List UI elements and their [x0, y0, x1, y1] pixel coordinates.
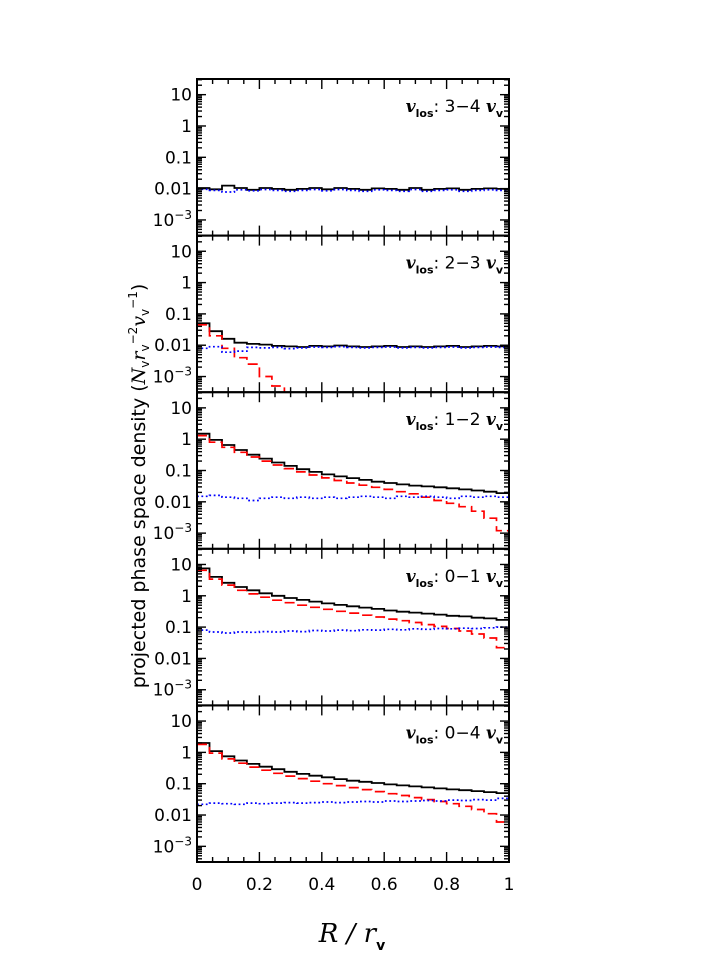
series-line-component-2	[197, 743, 509, 823]
series-line-component-2	[197, 323, 298, 393]
y-tick-label: 1	[181, 117, 192, 137]
series-line-total	[197, 184, 509, 191]
y-tick-label: 1	[181, 587, 192, 607]
series-line-total	[197, 742, 509, 794]
x-axis-title: R / rv	[318, 919, 385, 954]
panels: 10 1 0.1 0.01 10−3 vlos: 3−4 vv 10 1 0.1 0.01 10−3…	[153, 78, 510, 864]
series-line-component-3	[197, 797, 509, 806]
panel-label: vlos: 2−3 vv	[406, 254, 504, 277]
panel-5: 10 1 0.1 0.01 10−3 vlos: 0−4 vv	[153, 704, 510, 864]
y-tick-label: 10	[170, 712, 192, 732]
panel-1: 10 1 0.1 0.01 10−3 vlos: 3−4 vv	[153, 78, 510, 237]
y-tick-label: 0.1	[165, 462, 192, 482]
y-tick-label: 10−3	[153, 208, 192, 231]
panel-label: vlos: 3−4 vv	[406, 97, 504, 120]
y-tick-label: 1	[181, 743, 192, 763]
series-line-total	[197, 322, 509, 348]
x-tick-label: 0.8	[433, 875, 460, 895]
y-tick-label: 0.1	[165, 618, 192, 638]
y-tick-label: 10−3	[153, 834, 192, 857]
x-tick-label: 1	[504, 875, 515, 895]
y-tick-label: 0.01	[154, 336, 192, 356]
y-tick-label: 10	[170, 555, 192, 575]
panel-4: 10 1 0.1 0.01 10−3 vlos: 0−1 vv	[153, 547, 510, 707]
panel-label: vlos: 0−4 vv	[406, 723, 504, 746]
panel-2: 10 1 0.1 0.01 10−3 vlos: 2−3 vv	[153, 234, 510, 394]
panel-3: 10 1 0.1 0.01 10−3 vlos: 1−2 vv	[153, 391, 510, 550]
y-tick-label: 10	[170, 86, 192, 106]
x-tick-labels: 0 0.2 0.4 0.6 0.8 1	[192, 875, 515, 895]
y-tick-label: 0.1	[165, 305, 192, 325]
series-line-total	[197, 567, 509, 621]
x-tick-label: 0	[192, 875, 203, 895]
series-line-component-3	[197, 626, 509, 634]
series-line-component-2	[197, 434, 509, 532]
series-line-total	[197, 432, 509, 494]
y-axis-title: projected phase space density (Nvrv−2vv−…	[126, 284, 152, 689]
x-tick-label: 0.4	[308, 875, 335, 895]
series-line-component-3	[197, 345, 509, 354]
y-tick-label: 0.1	[165, 775, 192, 795]
y-tick-label: 1	[181, 274, 192, 294]
y-tick-label: 10−3	[153, 678, 192, 701]
series-line-component-2	[197, 569, 509, 649]
y-tick-label: 10−3	[153, 365, 192, 388]
series-line-component-3	[197, 188, 509, 193]
y-tick-label: 0.01	[154, 649, 192, 669]
panel-label: vlos: 1−2 vv	[406, 410, 504, 433]
y-tick-label: 0.01	[154, 180, 192, 200]
panel-label: vlos: 0−1 vv	[406, 567, 504, 590]
y-tick-label: 0.01	[154, 493, 192, 513]
y-tick-label: 10	[170, 399, 192, 419]
series-line-component-3	[197, 494, 509, 502]
y-tick-label: 10	[170, 242, 192, 262]
y-tick-label: 0.1	[165, 148, 192, 168]
y-tick-label: 0.01	[154, 806, 192, 826]
y-tick-label: 1	[181, 430, 192, 450]
y-tick-label: 10−3	[153, 521, 192, 544]
x-tick-label: 0.2	[246, 875, 273, 895]
x-tick-label: 0.6	[371, 875, 398, 895]
